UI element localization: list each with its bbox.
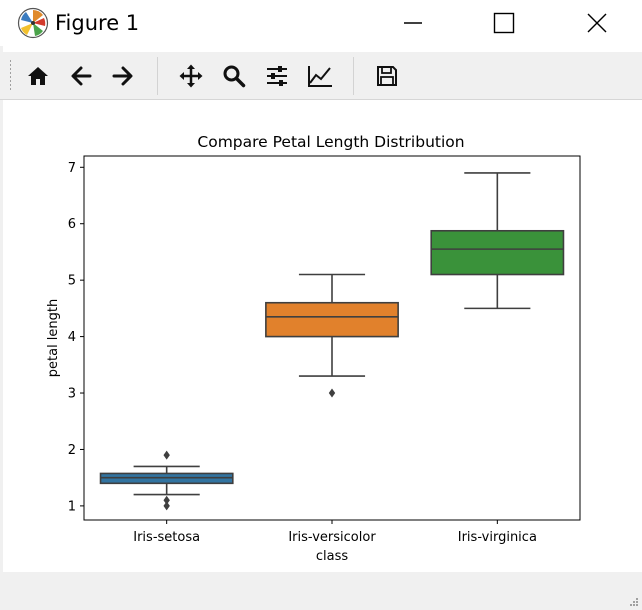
y-tick-label: 6 bbox=[68, 217, 76, 232]
resize-grip-icon[interactable] bbox=[629, 597, 639, 607]
edit-axis-button[interactable] bbox=[303, 58, 337, 94]
plot-area: 1 2 3 4 5 6 7 Iris-setosa Iris-versicolor Iris-vi… bbox=[68, 155, 581, 545]
outlier-point bbox=[163, 450, 170, 460]
close-icon bbox=[587, 13, 607, 33]
outlier-point bbox=[328, 388, 336, 398]
x-tick-label: Iris-versicolor bbox=[288, 530, 376, 545]
minimize-icon bbox=[404, 22, 422, 24]
home-button[interactable] bbox=[21, 58, 55, 94]
back-button[interactable] bbox=[64, 58, 98, 94]
y-tick-label: 5 bbox=[68, 274, 76, 289]
chart-title: Compare Petal Length Distribution bbox=[197, 133, 464, 151]
magnifier-icon bbox=[223, 65, 246, 88]
minimize-button[interactable] bbox=[390, 0, 436, 46]
y-tick-label: 7 bbox=[68, 161, 76, 176]
window-title: Figure 1 bbox=[55, 11, 140, 35]
toolbar-separator bbox=[353, 57, 354, 95]
y-tick-label: 2 bbox=[68, 443, 76, 458]
forward-button[interactable] bbox=[106, 58, 140, 94]
floppy-disk-icon bbox=[377, 66, 397, 86]
arrow-left-icon bbox=[71, 66, 92, 86]
move-icon bbox=[179, 64, 203, 88]
line-chart-icon bbox=[308, 66, 332, 87]
navigation-toolbar bbox=[0, 52, 642, 100]
save-button[interactable] bbox=[370, 58, 404, 94]
box-iris-virginica bbox=[430, 229, 565, 276]
pan-button[interactable] bbox=[174, 58, 208, 94]
figure-canvas[interactable]: Compare Petal Length Distribution petal … bbox=[3, 100, 642, 572]
outlier-point bbox=[163, 501, 170, 511]
box-iris-versicolor bbox=[265, 301, 399, 338]
y-tick-label: 4 bbox=[68, 330, 76, 345]
axes-frame bbox=[83, 155, 581, 521]
x-axis-label: class bbox=[316, 549, 348, 564]
configure-subplots-button[interactable] bbox=[260, 58, 294, 94]
x-tick-label: Iris-setosa bbox=[133, 530, 200, 545]
toolbar-grip[interactable] bbox=[9, 58, 12, 94]
home-icon bbox=[28, 67, 48, 85]
toolbar-separator bbox=[157, 57, 158, 95]
close-button[interactable] bbox=[574, 0, 620, 46]
outlier-point bbox=[163, 495, 170, 505]
x-tick-label: Iris-virginica bbox=[458, 530, 537, 545]
maximize-button[interactable] bbox=[481, 0, 527, 46]
zoom-button[interactable] bbox=[217, 58, 251, 94]
status-bar bbox=[0, 572, 642, 610]
y-tick-label: 1 bbox=[68, 499, 76, 514]
window-left-border bbox=[0, 46, 3, 610]
title-bar[interactable]: Figure 1 bbox=[0, 0, 642, 46]
box-plot-chart[interactable]: Compare Petal Length Distribution petal … bbox=[3, 100, 642, 572]
y-tick-label: 3 bbox=[68, 387, 76, 402]
y-axis-label: petal length bbox=[46, 299, 61, 378]
arrow-right-icon bbox=[112, 66, 133, 86]
matplotlib-logo-icon bbox=[17, 7, 49, 39]
maximize-icon bbox=[493, 12, 515, 34]
sliders-icon bbox=[267, 66, 287, 86]
